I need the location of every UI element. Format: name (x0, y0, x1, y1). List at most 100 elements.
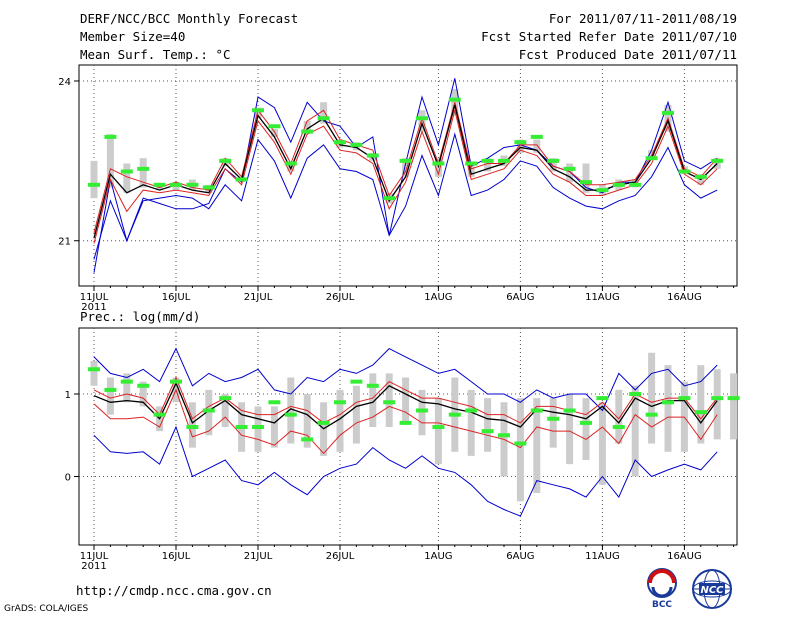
prec-spread-box (188, 402, 196, 448)
prec-spread-box (385, 373, 393, 428)
temp-median-marker (416, 116, 428, 121)
temp-spread-box (418, 110, 426, 132)
chart-title: DERF/NCC/BCC Monthly Forecast (80, 11, 299, 26)
precipitation-title: Prec.: log(mm/d) (80, 309, 200, 324)
temp-median-marker (547, 158, 560, 163)
prec-spread-box (106, 377, 114, 415)
prec-spread-box (615, 389, 623, 444)
temp-xtick-label: 11AUG (585, 292, 620, 303)
temp-xtick-label: 21JUL (244, 292, 273, 303)
temp-spread-box (303, 120, 311, 135)
prec-spread-box (254, 406, 262, 452)
prec-spread-box (484, 398, 492, 452)
prec-spread-box (270, 406, 278, 448)
prec-median-marker (317, 420, 330, 425)
temp-spread-box (320, 102, 328, 124)
temp-median-marker (301, 129, 314, 134)
prec-median-marker (481, 429, 494, 434)
temp-xtick-label: 1AUG (424, 292, 452, 303)
prec-spread-box (582, 398, 590, 461)
temp-median-marker (514, 140, 527, 145)
temp-median-marker (629, 182, 642, 187)
temp-median-marker (596, 188, 609, 193)
prec-ytick-label: 1 (65, 390, 71, 401)
temp-median-marker (481, 158, 494, 163)
temp-xtick-label: 11JUL (80, 292, 109, 303)
temp-median-marker (88, 182, 100, 187)
prec-spread-box (90, 361, 98, 386)
prec-median-marker (612, 425, 625, 430)
prec-median-marker (465, 408, 478, 413)
prec-median-marker (399, 420, 412, 425)
temp-spread-box (402, 158, 410, 177)
prec-spread-box (533, 398, 541, 494)
prec-median-marker (629, 392, 642, 397)
prec-median-marker (153, 412, 166, 417)
prec-median-marker (678, 396, 691, 401)
temp-frame (78, 64, 738, 287)
prec-median-marker (530, 408, 543, 413)
prec-spread-box (418, 389, 426, 436)
prec-spread-box (336, 389, 344, 452)
prec-median-marker (104, 387, 117, 392)
temp-spread-box (566, 163, 574, 183)
prec-max-line (93, 347, 718, 412)
prec-spread-box (434, 398, 442, 465)
prec-median-marker (416, 408, 428, 413)
prec-median-marker (120, 379, 133, 384)
prec-spread-box (566, 394, 574, 465)
prec-median-marker (88, 367, 100, 372)
temp-spread-box (648, 150, 656, 159)
temp-median-marker (399, 158, 412, 163)
forecast-started-date: Fcst Started Refer Date 2011/07/10 (481, 29, 737, 44)
temp-xtick-label: 26JUL (326, 292, 355, 303)
temp-median-marker (366, 153, 379, 158)
prec-median-marker (202, 408, 215, 413)
prec-spread-box (730, 373, 738, 440)
temp-median-marker (383, 196, 396, 201)
temp-median-marker (498, 158, 510, 163)
ncc-logo-text: NCC (700, 585, 724, 596)
temp-median-marker (186, 182, 199, 187)
forecast-produced-date: Fcst Produced Date 2011/07/11 (518, 47, 737, 62)
temp-median-marker (252, 108, 264, 113)
temp-spread-box (106, 134, 114, 188)
temp-spread-box (582, 163, 590, 193)
prec-spread-box (631, 385, 639, 477)
prec-spread-box (123, 373, 131, 403)
prec-median-marker (694, 410, 707, 415)
temp-xtick-label: 16AUG (667, 292, 702, 303)
temp-median-marker (645, 156, 658, 161)
temp-median-marker (153, 182, 166, 187)
prec-min-line (93, 425, 718, 517)
temp-median-marker (694, 174, 707, 179)
temp-min-line (93, 132, 718, 260)
temp-xtick-label: 16JUL (162, 292, 191, 303)
prec-median-marker (727, 396, 740, 401)
temp-median-marker (334, 140, 346, 145)
website-url[interactable]: http://cmdp.ncc.cma.gov.cn (76, 583, 272, 598)
prec-spread-box (205, 389, 213, 436)
temp-median-marker (465, 161, 478, 166)
prec-median-marker (547, 416, 560, 421)
temp-median-marker (268, 124, 281, 129)
prec-median-marker (334, 400, 346, 405)
prec-median-marker (645, 412, 658, 417)
temp-median-marker (678, 169, 691, 174)
prec-spread-box (352, 385, 360, 444)
temp-spread-box (90, 160, 98, 199)
temp-lower-line (93, 110, 718, 244)
temp-spread-box (139, 158, 147, 188)
prec-median-marker (350, 379, 363, 384)
prec-spread-box (648, 352, 656, 444)
temp-spread-box (467, 163, 475, 177)
temp-median-marker (612, 182, 625, 187)
prec-median-marker (498, 433, 510, 438)
prec-spread-box (549, 398, 557, 448)
temp-median-marker (711, 158, 724, 163)
prec-spread-box (221, 394, 229, 428)
prec-spread-box (139, 381, 147, 407)
temp-spread-box (533, 139, 541, 153)
prec-median-marker (563, 408, 576, 413)
